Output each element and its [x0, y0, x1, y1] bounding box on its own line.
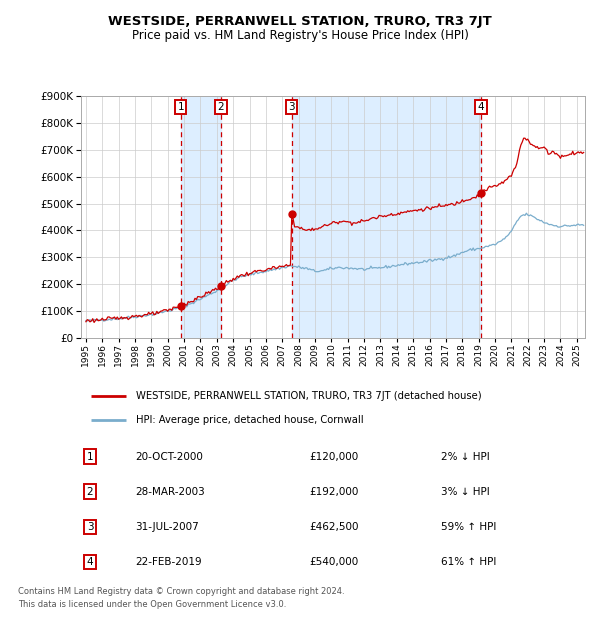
Text: 2% ↓ HPI: 2% ↓ HPI [441, 451, 490, 461]
Text: Contains HM Land Registry data © Crown copyright and database right 2024.: Contains HM Land Registry data © Crown c… [18, 587, 344, 596]
Text: £192,000: £192,000 [309, 487, 358, 497]
Text: 1: 1 [86, 451, 94, 461]
Bar [181, 96, 221, 338]
Text: 3% ↓ HPI: 3% ↓ HPI [441, 487, 490, 497]
Text: 3: 3 [86, 522, 94, 532]
Text: 4: 4 [86, 557, 94, 567]
Text: 59% ↑ HPI: 59% ↑ HPI [441, 522, 496, 532]
Text: £462,500: £462,500 [309, 522, 359, 532]
Bar [292, 96, 481, 338]
Text: 1: 1 [178, 102, 184, 112]
Text: 20-OCT-2000: 20-OCT-2000 [135, 451, 203, 461]
Text: £540,000: £540,000 [309, 557, 358, 567]
Text: 2: 2 [86, 487, 94, 497]
Text: HPI: Average price, detached house, Cornwall: HPI: Average price, detached house, Corn… [136, 415, 364, 425]
Text: Price paid vs. HM Land Registry's House Price Index (HPI): Price paid vs. HM Land Registry's House … [131, 29, 469, 42]
Text: WESTSIDE, PERRANWELL STATION, TRURO, TR3 7JT: WESTSIDE, PERRANWELL STATION, TRURO, TR3… [108, 16, 492, 29]
Text: 4: 4 [478, 102, 484, 112]
Text: 3: 3 [289, 102, 295, 112]
Text: 61% ↑ HPI: 61% ↑ HPI [441, 557, 496, 567]
Text: This data is licensed under the Open Government Licence v3.0.: This data is licensed under the Open Gov… [18, 600, 286, 609]
Text: £120,000: £120,000 [309, 451, 358, 461]
Text: 22-FEB-2019: 22-FEB-2019 [135, 557, 202, 567]
Text: 2: 2 [218, 102, 224, 112]
Text: 28-MAR-2003: 28-MAR-2003 [135, 487, 205, 497]
Text: WESTSIDE, PERRANWELL STATION, TRURO, TR3 7JT (detached house): WESTSIDE, PERRANWELL STATION, TRURO, TR3… [136, 391, 482, 401]
Text: 31-JUL-2007: 31-JUL-2007 [135, 522, 199, 532]
